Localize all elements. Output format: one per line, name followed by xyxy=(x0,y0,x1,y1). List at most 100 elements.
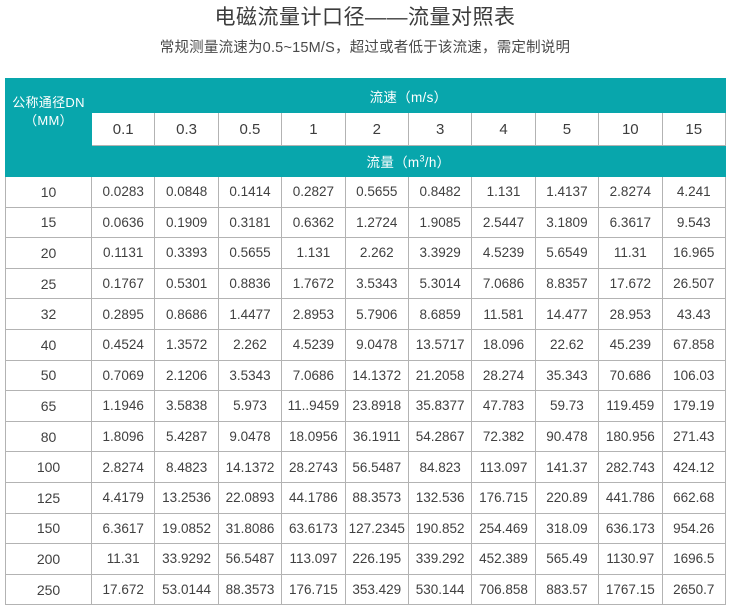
flow-value-cell: 0.1131 xyxy=(90,237,156,269)
flow-value-cell: 43.43 xyxy=(661,298,727,330)
dn-value-cell: 15 xyxy=(5,206,92,239)
flow-value-cell: 11.581 xyxy=(471,298,536,330)
table-row: 200 11.31 33.9292 56.5487 113.097 226.195 339.… xyxy=(5,543,727,575)
flow-value-cell: 13.5717 xyxy=(407,328,473,361)
flow-value-cell: 106.03 xyxy=(661,359,727,392)
flow-value-cell: 36.1911 xyxy=(344,420,409,453)
dn-value-cell: 150 xyxy=(5,512,92,545)
flow-value-cell: 180.956 xyxy=(598,420,663,453)
table-row: 15 0.0636 0.1909 0.3181 0.6362 1.2724 1.9085 2.… xyxy=(5,206,727,239)
flow-value-cell: 113.097 xyxy=(471,451,536,483)
flow-value-cell: 33.9292 xyxy=(154,543,219,575)
flow-comparison-table-wrapper: 公称通径DN （MM） 流速（m/s） 0.1 0.3 0.5 1 2 3 4 … xyxy=(5,78,727,605)
flow-value-cell: 17.672 xyxy=(598,267,663,300)
flow-value-cell: 26.507 xyxy=(661,267,727,300)
flow-value-cell: 2.8274 xyxy=(598,176,663,208)
table-row: 40 0.4524 1.3572 2.262 4.5239 9.0478 13.5717 18… xyxy=(5,328,727,361)
flow-value-cell: 23.8918 xyxy=(344,390,409,422)
flow-value-cell: 2.8274 xyxy=(90,451,156,483)
flow-value-cell: 0.8482 xyxy=(407,176,473,208)
table-row: 250 17.672 53.0144 88.3573 176.715 353.429 530… xyxy=(5,573,727,605)
flow-value-cell: 9.0478 xyxy=(344,328,409,361)
flow-value-cell: 9.543 xyxy=(661,206,727,239)
flow-value-cell: 441.786 xyxy=(598,481,663,514)
flow-value-cell: 67.858 xyxy=(661,328,727,361)
flow-value-cell: 14.1372 xyxy=(344,359,409,392)
flow-value-cell: 28.274 xyxy=(471,359,536,392)
flow-value-cell: 254.469 xyxy=(471,512,536,545)
flow-value-cell: 2.8953 xyxy=(281,298,346,330)
flow-value-cell: 4.5239 xyxy=(471,237,536,269)
flow-value-cell: 1.9085 xyxy=(407,206,473,239)
flow-value-cell: 0.3181 xyxy=(217,206,283,239)
flow-value-cell: 141.37 xyxy=(534,451,600,483)
flow-value-cell: 636.173 xyxy=(598,512,663,545)
dn-value-cell: 10 xyxy=(5,176,92,208)
velocity-col-7: 5 xyxy=(534,112,600,146)
flow-value-cell: 84.823 xyxy=(407,451,473,483)
flow-value-cell: 0.6362 xyxy=(281,206,346,239)
table-row: 80 1.8096 5.4287 9.0478 18.0956 36.1911 54.286… xyxy=(5,420,727,453)
velocity-group-header: 流速（m/s） xyxy=(90,78,727,113)
flow-comparison-table: 公称通径DN （MM） 流速（m/s） 0.1 0.3 0.5 1 2 3 4 … xyxy=(5,78,727,605)
dn-value-cell: 32 xyxy=(5,298,92,330)
flow-value-cell: 1130.97 xyxy=(598,543,663,575)
flow-value-cell: 5.973 xyxy=(217,390,283,422)
flow-value-cell: 220.89 xyxy=(534,481,600,514)
table-row: 32 0.2895 0.8686 1.4477 2.8953 5.7906 8.6859 11… xyxy=(5,298,727,330)
flow-value-cell: 0.5301 xyxy=(154,267,219,300)
velocity-col-8: 10 xyxy=(598,112,663,146)
flow-value-cell: 2.262 xyxy=(344,237,409,269)
flow-value-cell: 5.7906 xyxy=(344,298,409,330)
flow-value-cell: 0.2827 xyxy=(281,176,346,208)
flow-value-cell: 22.62 xyxy=(534,328,600,361)
flow-value-cell: 63.6173 xyxy=(281,512,346,545)
flow-value-cell: 70.686 xyxy=(598,359,663,392)
flow-value-cell: 1.8096 xyxy=(90,420,156,453)
table-row: 10 0.0283 0.0848 0.1414 0.2827 0.5655 0.8482 1.… xyxy=(5,176,727,208)
flow-value-cell: 19.0852 xyxy=(154,512,219,545)
flow-value-cell: 0.5655 xyxy=(344,176,409,208)
flow-value-cell: 565.49 xyxy=(534,543,600,575)
flow-value-cell: 3.5343 xyxy=(344,267,409,300)
flow-value-cell: 0.1414 xyxy=(217,176,283,208)
flow-value-cell: 176.715 xyxy=(281,573,346,605)
dn-header-line1: 公称通径DN xyxy=(12,95,85,110)
flow-value-cell: 113.097 xyxy=(281,543,346,575)
flow-value-cell: 47.783 xyxy=(471,390,536,422)
dn-header-line2: （MM） xyxy=(24,113,73,128)
table-head: 公称通径DN （MM） 流速（m/s） 0.1 0.3 0.5 1 2 3 4 … xyxy=(5,78,727,177)
flow-group-label-suffix: /h） xyxy=(424,155,451,170)
flow-value-cell: 0.8836 xyxy=(217,267,283,300)
flow-value-cell: 0.8686 xyxy=(154,298,219,330)
flow-value-cell: 1696.5 xyxy=(661,543,727,575)
flow-value-cell: 17.672 xyxy=(90,573,156,605)
velocity-col-2: 0.5 xyxy=(217,112,283,146)
flow-value-cell: 11.31 xyxy=(90,543,156,575)
velocity-col-5: 3 xyxy=(407,112,473,146)
table-row: 25 0.1767 0.5301 0.8836 1.7672 3.5343 5.3014 7.… xyxy=(5,267,727,300)
page-title: 电磁流量计口径——流量对照表 xyxy=(214,6,516,29)
table-body: 10 0.0283 0.0848 0.1414 0.2827 0.5655 0.8482 1.… xyxy=(5,176,727,605)
dn-value-cell: 40 xyxy=(5,328,92,361)
flow-value-cell: 452.389 xyxy=(471,543,536,575)
flow-value-cell: 90.478 xyxy=(534,420,600,453)
flow-value-cell: 339.292 xyxy=(407,543,473,575)
dn-value-cell: 25 xyxy=(5,267,92,300)
flow-value-cell: 318.09 xyxy=(534,512,600,545)
flow-value-cell: 2650.7 xyxy=(661,573,727,605)
flow-value-cell: 883.57 xyxy=(534,573,600,605)
flow-value-cell: 7.0686 xyxy=(471,267,536,300)
flow-value-cell: 132.536 xyxy=(407,481,473,514)
flow-value-cell: 14.1372 xyxy=(217,451,283,483)
flow-group-header: 流量（m3/h） xyxy=(90,145,727,177)
flow-value-cell: 13.2536 xyxy=(154,481,219,514)
flow-value-cell: 530.144 xyxy=(407,573,473,605)
velocity-col-9: 15 xyxy=(661,112,727,146)
flow-value-cell: 16.965 xyxy=(661,237,727,269)
flow-value-cell: 0.1909 xyxy=(154,206,219,239)
title-block: 电磁流量计口径——流量对照表 常规测量流速为0.5~15M/S，超过或者低于该流… xyxy=(0,0,730,58)
flow-value-cell: 0.2895 xyxy=(90,298,156,330)
table-row: 50 0.7069 2.1206 3.5343 7.0686 14.1372 21.2058… xyxy=(5,359,727,392)
